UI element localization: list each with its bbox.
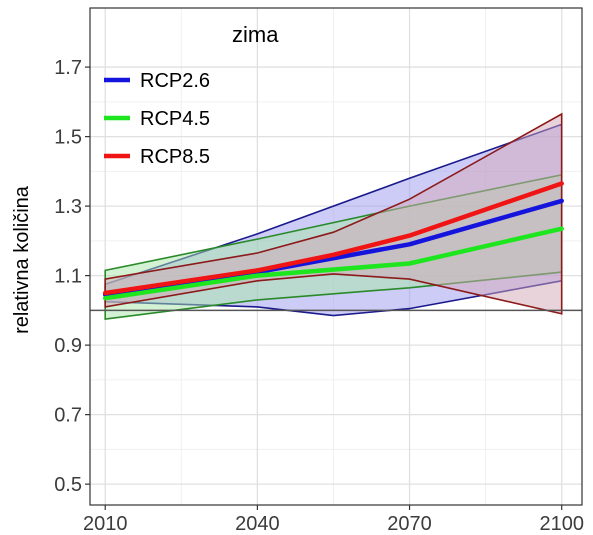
x-axis-ticks: 2010 2040 2070 2100 [83, 505, 584, 535]
x-tick-label: 2100 [539, 513, 584, 535]
panel-title: zima [232, 22, 279, 47]
series-lines [102, 181, 564, 301]
y-tick-label: 0.7 [54, 405, 82, 427]
x-tick-label: 2040 [235, 513, 280, 535]
legend-label: RCP2.6 [140, 70, 210, 92]
y-tick-label: 1.7 [54, 57, 82, 79]
series-line-rcp45 [102, 226, 564, 301]
legend: RCP2.6 RCP4.5 RCP8.5 [104, 70, 210, 168]
y-tick-label: 0.9 [54, 335, 82, 357]
y-axis-ticks: 0.5 0.7 0.9 1.1 1.3 1.5 1.7 [54, 57, 90, 496]
y-axis-label: relativna količina [11, 185, 33, 334]
x-tick-label: 2010 [83, 513, 128, 535]
band-rcp85 [104, 112, 563, 315]
y-tick-label: 0.5 [54, 474, 82, 496]
y-tick-label: 1.5 [54, 127, 82, 149]
y-tick-label: 1.3 [54, 196, 82, 218]
x-tick-label: 2070 [387, 513, 432, 535]
y-tick-label: 1.1 [54, 266, 82, 288]
legend-label: RCP8.5 [140, 146, 210, 168]
series-line-rcp85 [102, 181, 564, 296]
legend-label: RCP4.5 [140, 108, 210, 130]
panel-border [89, 7, 583, 506]
